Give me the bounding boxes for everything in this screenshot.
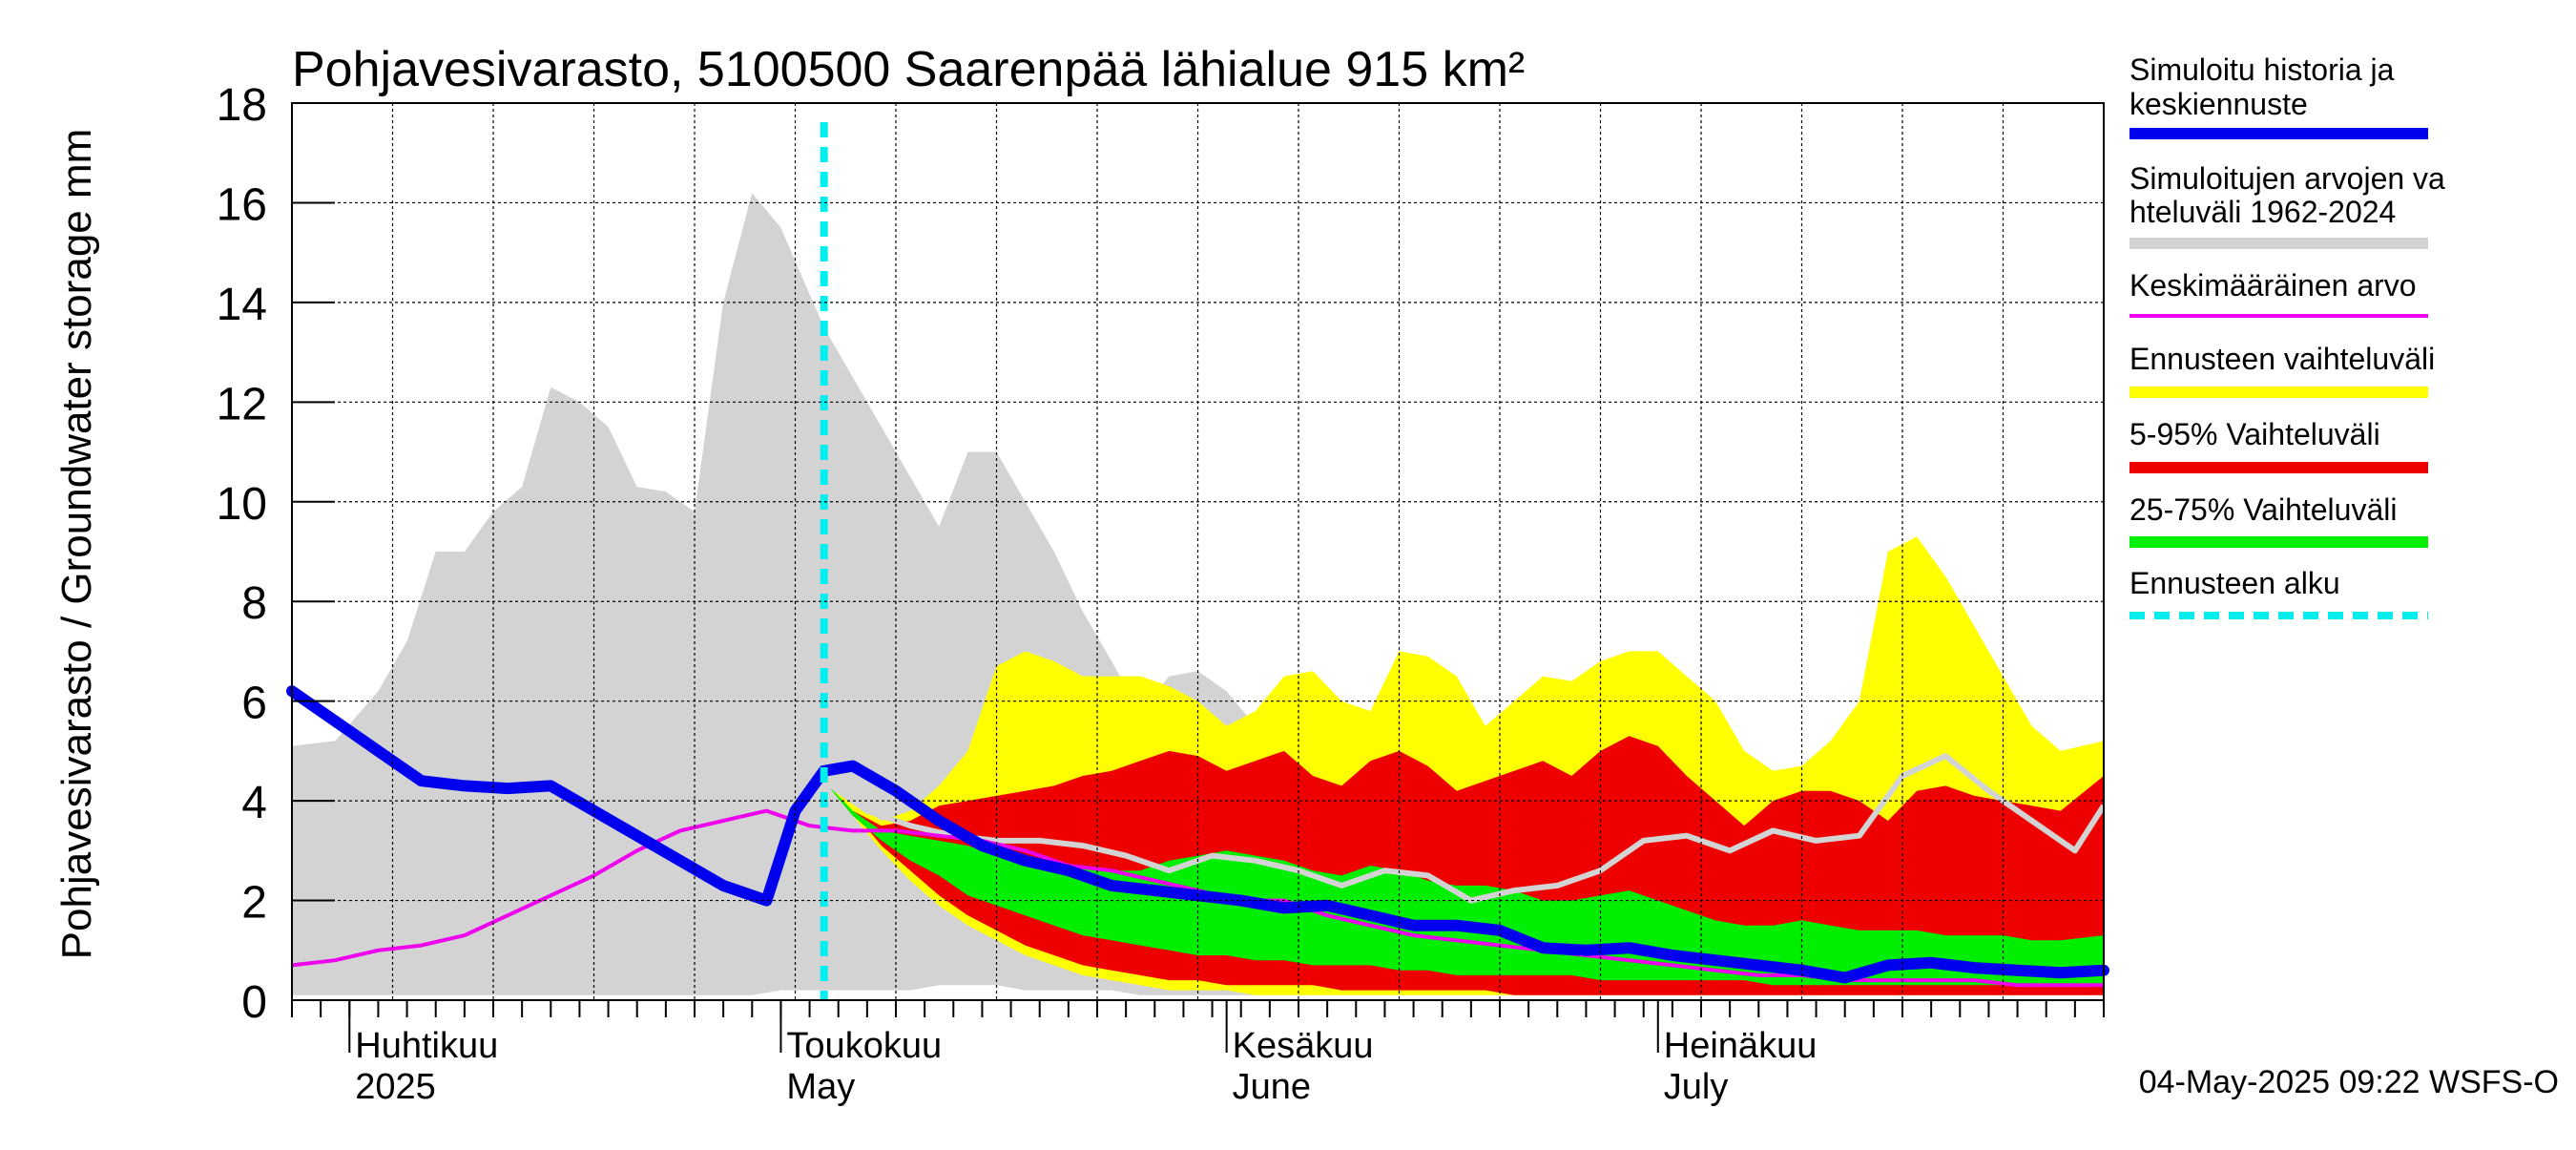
legend-label: Ennusteen vaihteluväli xyxy=(2129,342,2435,376)
chart-title: Pohjavesivarasto, 5100500 Saarenpää lähi… xyxy=(292,42,1525,97)
x-month-sublabel: June xyxy=(1233,1067,1311,1107)
y-tick-label: 2 xyxy=(241,878,267,929)
y-tick-label: 6 xyxy=(241,679,267,729)
y-tick-label: 12 xyxy=(217,379,267,429)
legend-label: 5-95% Vaihteluväli xyxy=(2129,417,2380,451)
legend-label: hteluväli 1962-2024 xyxy=(2129,195,2396,229)
x-month-label: Heinäkuu xyxy=(1664,1026,1818,1066)
range-all-band xyxy=(292,193,2104,995)
forecast-median-line xyxy=(821,753,2107,904)
timestamp-label: 04-May-2025 09:22 WSFS-O xyxy=(2139,1064,2559,1100)
y-tick-label: 18 xyxy=(217,80,267,131)
x-month-sublabel: July xyxy=(1664,1067,1729,1107)
y-tick-label: 8 xyxy=(241,578,267,629)
x-month-label: Toukokuu xyxy=(786,1026,942,1066)
legend-label: Simuloitujen arvojen va xyxy=(2129,161,2445,196)
x-month-label: Huhtikuu xyxy=(355,1026,498,1066)
legend-label: Ennusteen alku xyxy=(2129,566,2340,600)
x-month-sublabel: 2025 xyxy=(355,1067,436,1107)
x-month-sublabel: May xyxy=(786,1067,855,1107)
y-tick-label: 0 xyxy=(241,977,267,1028)
legend-label: 25-75% Vaihteluväli xyxy=(2129,492,2397,527)
x-month-label: Kesäkuu xyxy=(1233,1026,1374,1066)
legend-label: Simuloitu historia ja xyxy=(2129,52,2395,87)
y-tick-label: 14 xyxy=(217,280,267,330)
plot-area xyxy=(286,122,2109,1000)
legend-label: keskiennuste xyxy=(2129,87,2308,121)
legend-label: Keskimääräinen arvo xyxy=(2129,268,2417,303)
p25-75-band xyxy=(823,781,2104,986)
y-tick-label: 4 xyxy=(241,778,267,828)
y-axis-label: Pohjavesivarasto / Groundwater storage m… xyxy=(53,129,100,960)
simulated-line xyxy=(286,685,2109,984)
plot-frame xyxy=(291,102,2105,1001)
y-tick-label: 10 xyxy=(217,479,267,530)
y-tick-label: 16 xyxy=(217,179,267,230)
